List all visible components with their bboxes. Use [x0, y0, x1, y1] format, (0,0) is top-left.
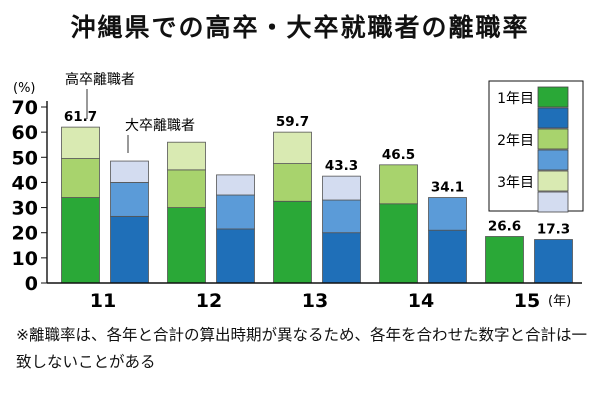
- bar-segment-univ-year1: [322, 232, 361, 284]
- y-tick-label: 30: [12, 198, 38, 220]
- y-tick-label: 0: [25, 273, 38, 295]
- bar-segment-univ-year1: [428, 229, 467, 284]
- legend-swatch-high: [537, 128, 569, 150]
- legend-swatch-univ: [537, 149, 569, 171]
- data-label: 59.7: [276, 114, 309, 130]
- bar-segment-univ-year3: [322, 175, 361, 201]
- data-label: 26.6: [488, 218, 521, 234]
- y-tick-label: 60: [12, 122, 38, 144]
- bar-segment-univ-year2: [322, 199, 361, 234]
- legend-label: 2年目: [497, 133, 534, 149]
- data-label: 61.7: [64, 109, 97, 125]
- x-tick-label: 11: [90, 290, 116, 312]
- y-unit-label: (%): [13, 81, 36, 96]
- y-tick-label: 40: [12, 172, 38, 194]
- bar-segment-univ-year3: [110, 160, 149, 183]
- bar-segment-high-year1: [485, 236, 524, 284]
- data-label: 43.3: [325, 158, 358, 174]
- data-label: 34.1: [431, 180, 464, 196]
- y-tick-label: 10: [12, 248, 38, 270]
- y-tick-label: 20: [12, 223, 38, 245]
- bar-segment-high-year1: [379, 203, 418, 284]
- chart-title: 沖縄県での高卒・大卒就職者の離職率: [70, 13, 530, 42]
- bar-segment-univ-year2: [216, 194, 255, 230]
- annotation-university: 大卒離職者: [125, 117, 195, 134]
- bar-segment-high-year2: [167, 169, 206, 208]
- legend-swatch-high: [537, 86, 569, 108]
- footnote: ※離職率は、各年と合計の算出時期が異なるため、各年を合わせた数字と合計は一致しな…: [16, 326, 587, 371]
- x-tick-label: 15: [514, 290, 540, 312]
- legend-swatch-univ: [537, 191, 569, 213]
- bar-segment-univ-year2: [428, 197, 467, 231]
- legend-label: 1年目: [497, 91, 534, 107]
- x-tick-label: 13: [302, 290, 328, 312]
- legend-swatch-univ: [537, 107, 569, 129]
- bar-segment-high-year2: [273, 163, 312, 202]
- bar-segment-high-year3: [167, 141, 206, 171]
- bar-segment-univ-year1: [110, 215, 149, 284]
- bar-segment-univ-year2: [110, 182, 149, 217]
- annotation-high-school: 高卒離職者: [65, 71, 135, 88]
- bar-segment-univ-year1: [216, 228, 255, 284]
- x-unit-label: (年): [548, 294, 571, 309]
- y-tick-label: 70: [12, 97, 38, 119]
- y-tick-label: 50: [12, 147, 38, 169]
- bar-segment-high-year1: [167, 207, 206, 284]
- legend-swatch-high: [537, 170, 569, 192]
- legend-label: 3年目: [497, 175, 534, 191]
- bar-segment-high-year2: [61, 158, 100, 198]
- bar-segment-high-year2: [379, 164, 418, 205]
- data-label: 17.3: [537, 222, 570, 238]
- x-tick-label: 12: [196, 290, 222, 312]
- bar-chart: (%) 0 10 20 30 40 50 60 70 61.7 11 12 59.7 43.3 13 46.5…: [12, 71, 584, 312]
- bar-segment-univ-year3: [216, 174, 255, 196]
- x-tick-label: 14: [408, 290, 434, 312]
- bar-segment-high-year3: [273, 131, 312, 164]
- data-label: 46.5: [382, 147, 415, 163]
- bar-segment-univ-year1: [534, 239, 573, 284]
- bar-segment-high-year1: [61, 197, 100, 284]
- bar-segment-high-year3: [61, 126, 100, 159]
- bar-segment-high-year1: [273, 200, 312, 284]
